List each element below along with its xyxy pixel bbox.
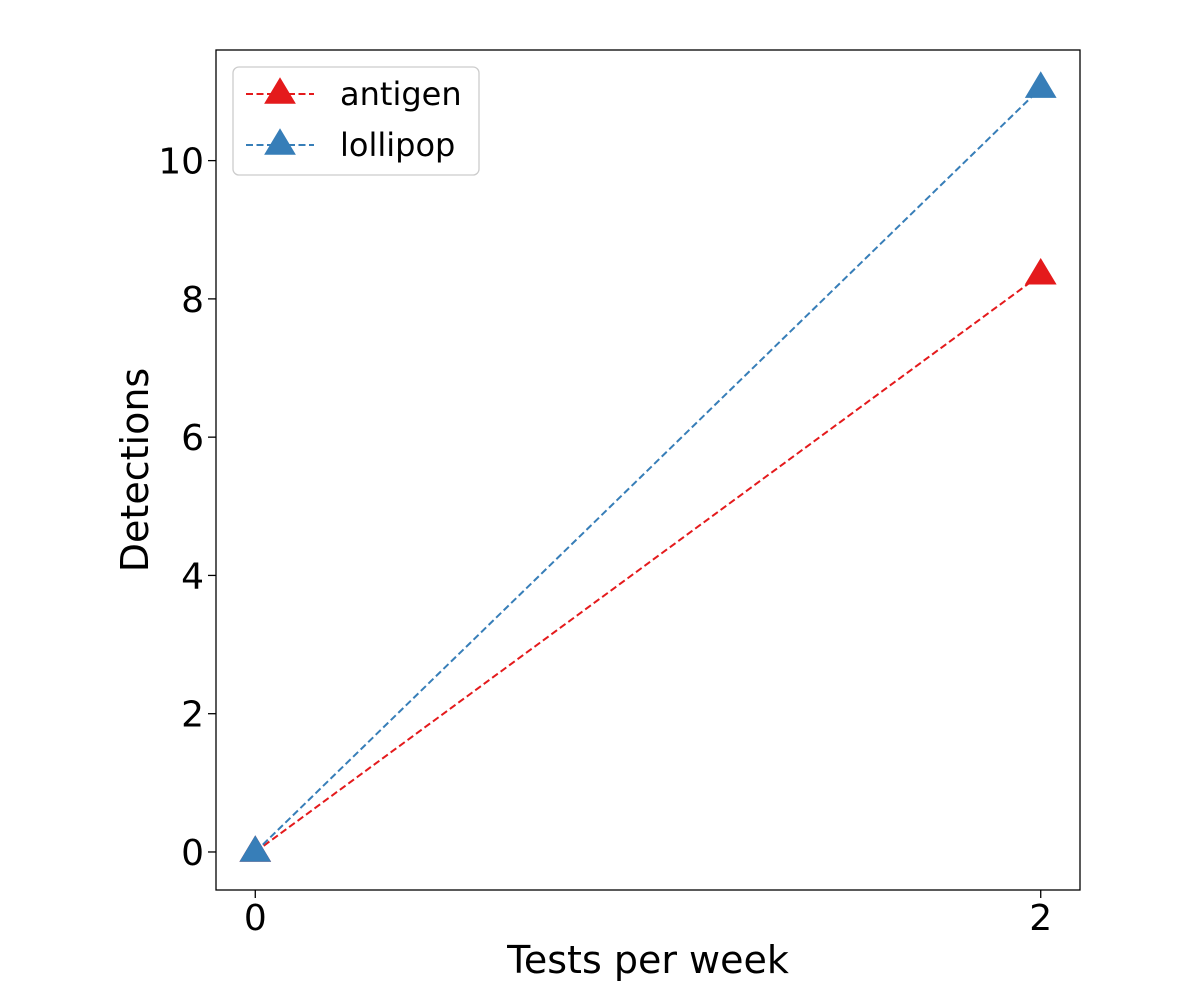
series-antigen <box>239 257 1057 862</box>
y-tick-label: 6 <box>181 418 204 459</box>
y-tick-label: 2 <box>181 695 204 736</box>
y-axis: 0 2 4 6 8 10 <box>158 142 216 874</box>
x-tick-label: 0 <box>244 898 267 939</box>
series-line <box>254 87 1042 853</box>
legend-marker <box>264 128 296 155</box>
series-lollipop <box>239 71 1057 862</box>
legend-entry: antigen <box>246 75 462 113</box>
plot-frame <box>215 49 1081 891</box>
legend: antigen lollipop <box>232 66 480 176</box>
legend-marker <box>264 77 296 104</box>
legend-label: lollipop <box>340 126 455 164</box>
plot-area <box>239 71 1057 862</box>
y-tick-label: 8 <box>181 280 204 321</box>
y-axis-label: Detections <box>113 368 157 572</box>
x-axis-label: Tests per week <box>506 938 789 982</box>
y-tick-label: 10 <box>158 142 204 183</box>
data-point <box>1024 257 1057 285</box>
legend-entry: lollipop <box>246 126 455 164</box>
data-point <box>1024 71 1057 98</box>
legend-label: antigen <box>340 75 462 113</box>
y-tick-label: 4 <box>181 556 204 597</box>
x-tick-label: 2 <box>1029 898 1052 939</box>
data-point <box>239 835 272 862</box>
series-line <box>254 273 1042 853</box>
y-tick-label: 0 <box>181 833 204 874</box>
